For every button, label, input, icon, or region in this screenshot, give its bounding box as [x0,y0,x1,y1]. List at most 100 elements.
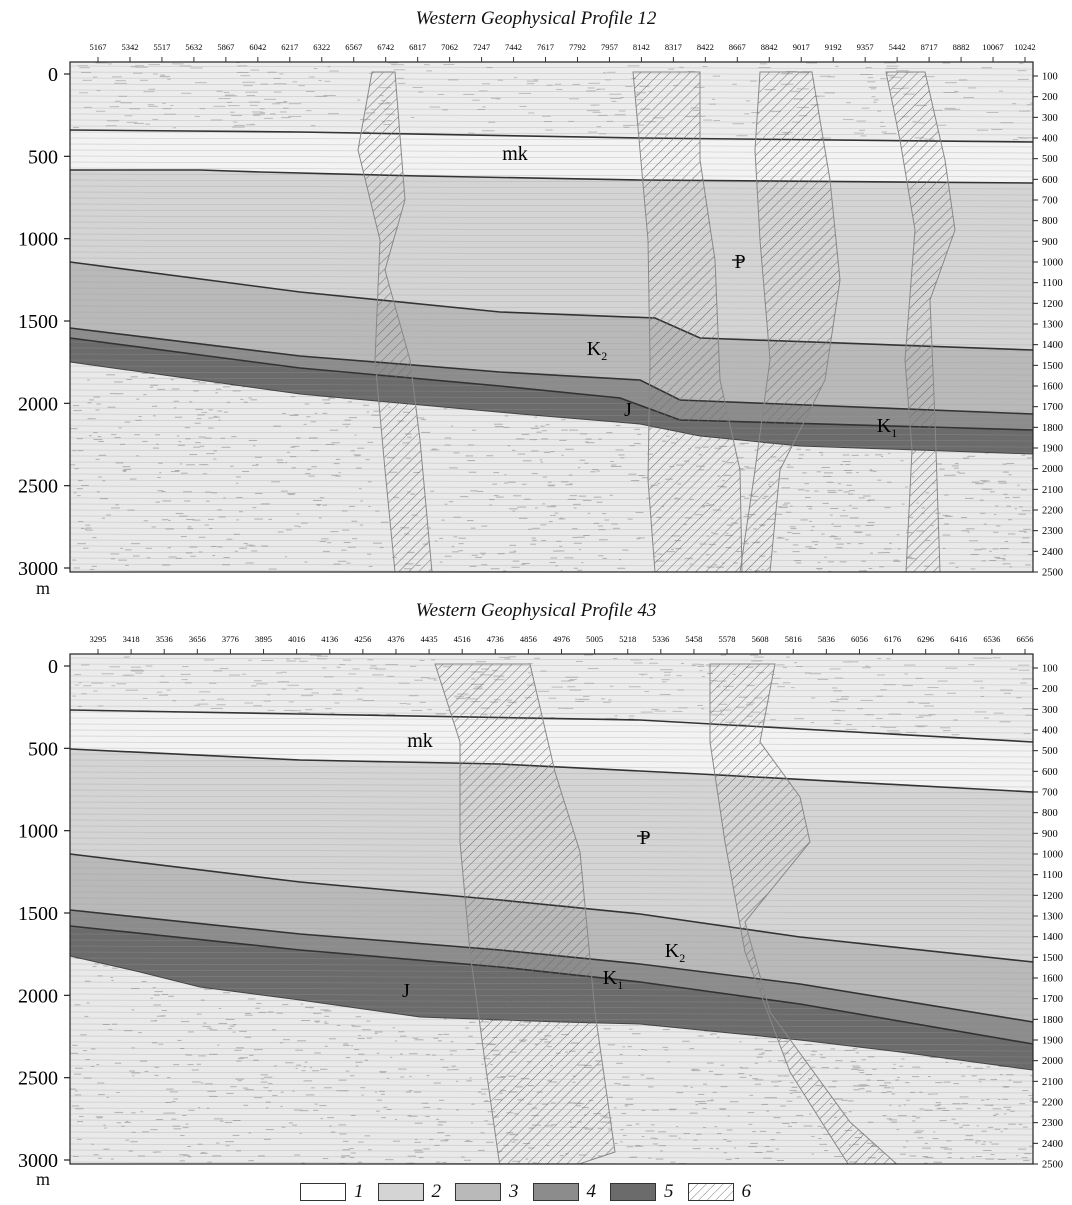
depth-tick-label: 2000 [18,985,58,1007]
right-depth-tick-label: 900 [1042,237,1058,248]
top-tick-label: 6176 [884,634,901,644]
top-tick-label: 6817 [409,42,426,52]
hatched-zone [885,71,956,572]
right-depth-tick-label: 300 [1042,113,1058,124]
legend-item: 2 [377,1181,442,1203]
unit-label-mk: mk [407,730,433,752]
top-tick-label: 3656 [189,634,206,644]
top-tick-label: 8717 [921,42,938,52]
top-tick-label: 6056 [851,634,868,644]
depth-tick-label: 2500 [18,1068,58,1090]
top-tick-label: 6217 [281,42,298,52]
top-tick-label: 5632 [185,42,202,52]
depth-tick-label: 3000 [18,558,58,580]
right-depth-tick-label: 800 [1042,216,1058,227]
legend-label: 5 [664,1181,674,1202]
depth-tick-label: 1500 [18,903,58,925]
top-tick-label: 9192 [825,42,842,52]
top-tick-label: 8667 [729,42,746,52]
top-tick-label: 4016 [288,634,305,644]
top-tick-label: 4976 [553,634,570,644]
top-tick-label: 5458 [685,634,702,644]
right-depth-tick-label: 700 [1042,788,1058,799]
top-tick-label: 6567 [345,42,362,52]
depth-tick-label: 0 [48,656,58,678]
legend-swatch-1 [300,1183,346,1201]
depth-tick-label: 3000 [18,1150,58,1172]
right-depth-tick-label: 1000 [1042,258,1063,269]
unit-label-mk: mk [502,143,528,165]
legend-label: 4 [586,1181,597,1202]
top-tick-label: 4256 [354,634,371,644]
depth-tick-label: 0 [48,64,58,86]
depth-tick-label: 2500 [18,476,58,498]
right-depth-tick-label: 1100 [1042,278,1063,289]
right-depth-tick-label: 400 [1042,726,1058,737]
top-tick-label: 5336 [652,634,669,644]
right-depth-tick-label: 1100 [1042,870,1063,881]
top-tick-label: 4856 [520,634,537,644]
right-depth-tick-label: 1800 [1042,1015,1063,1026]
right-depth-tick-label: 1600 [1042,382,1063,393]
right-depth-tick-label: 400 [1042,134,1058,145]
right-depth-tick-label: 2400 [1042,547,1063,558]
top-tick-label: 7957 [601,42,618,52]
legend-label: 2 [431,1181,442,1202]
unit-label-J: J [624,399,632,421]
depth-unit: m [36,578,51,598]
legend-item: 4 [532,1181,597,1203]
right-depth-tick-label: 2500 [1042,1160,1063,1171]
depth-tick-label: 2000 [18,393,58,415]
right-depth-tick-label: 1900 [1042,444,1063,455]
top-tick-label: 6296 [917,634,934,644]
right-depth-tick-label: 2000 [1042,464,1063,475]
depth-tick-label: 500 [28,146,58,168]
depth-unit: m [36,1169,51,1189]
top-tick-label: 9017 [793,42,810,52]
right-depth-tick-label: 100 [1042,664,1058,675]
right-depth-tick-label: 200 [1042,92,1058,103]
top-tick-label: 5816 [785,634,802,644]
top-tick-label: 6536 [983,634,1000,644]
right-depth-tick-label: 1600 [1042,974,1063,985]
unit-label-J: J [402,980,410,1002]
top-tick-label: 8317 [665,42,682,52]
top-tick-label: 6416 [950,634,967,644]
right-depth-tick-label: 2100 [1042,1077,1063,1088]
hatched-zone [434,663,616,1164]
top-tick-label: 7792 [569,42,586,52]
top-tick-label: 3418 [123,634,140,644]
top-tick-label: 7247 [473,42,490,52]
top-tick-label: 3895 [255,634,272,644]
top-tick-label: 5836 [818,634,835,644]
right-depth-tick-label: 1400 [1042,932,1063,943]
profile-title: Western Geophysical Profile 43 [415,600,657,621]
top-tick-label: 7062 [441,42,458,52]
top-tick-label: 5517 [153,42,170,52]
right-depth-tick-label: 300 [1042,705,1058,716]
legend-label: 1 [354,1181,364,1202]
hatched-zone [739,71,841,572]
right-depth-tick-label: 200 [1042,684,1058,695]
right-depth-tick-label: 500 [1042,746,1058,757]
top-tick-label: 5167 [90,42,107,52]
top-tick-label: 4736 [487,634,504,644]
top-tick-label: 5218 [619,634,636,644]
legend-item: 1 [300,1181,364,1203]
top-tick-label: 5867 [217,42,234,52]
legend-swatch-4 [532,1183,579,1201]
top-tick-label: 5442 [889,42,906,52]
top-tick-label: 4376 [387,634,404,644]
top-tick-label: 6656 [1017,634,1034,644]
right-depth-tick-label: 1900 [1042,1036,1063,1047]
top-tick-label: 8882 [953,42,970,52]
right-depth-tick-label: 1500 [1042,953,1063,964]
top-tick-label: 8842 [761,42,778,52]
legend: 1 2 3 4 5 6 [300,1180,765,1204]
top-tick-label: 6322 [313,42,330,52]
top-tick-label: 3295 [90,634,107,644]
legend-item: 3 [455,1181,519,1203]
top-tick-label: 10067 [982,42,1003,52]
right-depth-tick-label: 600 [1042,175,1058,186]
right-depth-tick-label: 1200 [1042,299,1063,310]
